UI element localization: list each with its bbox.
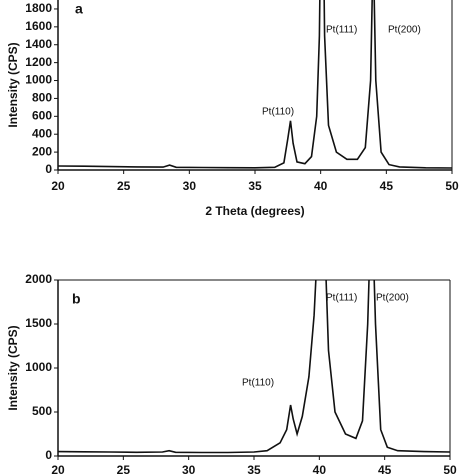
y-axis-label: Intensity (CPS) xyxy=(6,42,20,127)
y-axis-label: Intensity (CPS) xyxy=(6,325,20,410)
annotation: Pt(110) xyxy=(262,107,294,118)
y-tick-label: 2000 xyxy=(25,272,52,286)
x-tick-label: 35 xyxy=(247,463,261,474)
annotation: Pt(200) xyxy=(388,25,421,36)
x-tick-label: 40 xyxy=(314,179,328,193)
x-tick-label: 50 xyxy=(443,463,457,474)
x-tick-label: 20 xyxy=(51,463,65,474)
x-tick-label: 30 xyxy=(182,463,196,474)
x-tick-label: 25 xyxy=(117,179,131,193)
panel-label: a xyxy=(75,1,83,17)
annotation: Pt(111) xyxy=(326,293,357,304)
x-tick-label: 30 xyxy=(183,179,197,193)
x-tick-label: 45 xyxy=(380,179,394,193)
y-tick-label: 0 xyxy=(45,448,52,462)
x-tick-label: 40 xyxy=(313,463,327,474)
y-tick-label: 1600 xyxy=(25,19,52,33)
annotation: Pt(200) xyxy=(376,293,409,304)
y-tick-label: 400 xyxy=(32,126,52,140)
y-tick-label: 1800 xyxy=(25,1,52,15)
annotation: Pt(110) xyxy=(242,378,274,389)
x-axis-label: 2 Theta (degrees) xyxy=(205,204,304,218)
y-tick-label: 0 xyxy=(45,162,52,176)
x-tick-label: 20 xyxy=(51,179,65,193)
x-tick-label: 45 xyxy=(378,463,392,474)
y-tick-label: 500 xyxy=(32,404,52,418)
x-tick-label: 50 xyxy=(445,179,459,193)
y-tick-label: 1000 xyxy=(25,73,52,87)
annotation: Pt(111) xyxy=(326,25,357,36)
x-tick-label: 25 xyxy=(117,463,131,474)
y-tick-label: 1400 xyxy=(25,37,52,51)
y-tick-label: 1500 xyxy=(25,316,52,330)
y-tick-label: 600 xyxy=(32,108,52,122)
data-line xyxy=(58,0,452,169)
x-tick-label: 35 xyxy=(248,179,262,193)
y-tick-label: 200 xyxy=(32,144,52,158)
y-tick-label: 1000 xyxy=(25,360,52,374)
panel-label: b xyxy=(72,291,81,307)
y-tick-label: 800 xyxy=(32,91,52,105)
data-line xyxy=(58,280,450,454)
y-tick-label: 1200 xyxy=(25,55,52,69)
